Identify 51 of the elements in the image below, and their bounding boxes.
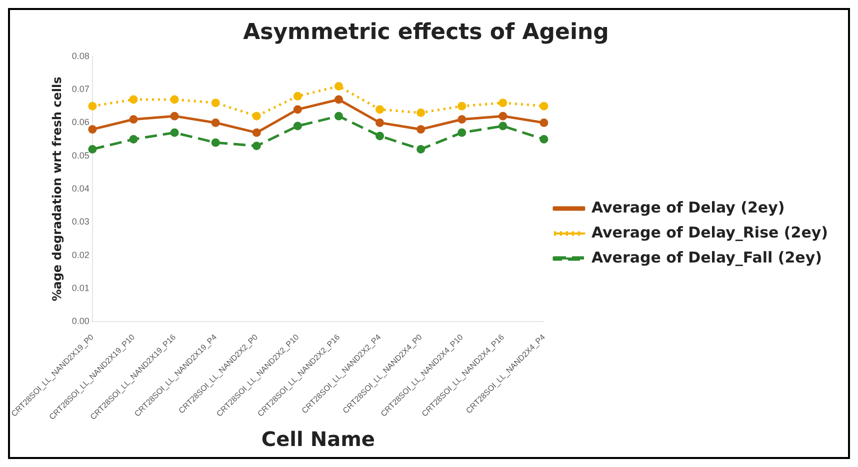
point: [416, 144, 426, 154]
point: [334, 95, 343, 104]
point: [416, 125, 426, 134]
y-tick-label: 0.06: [72, 117, 90, 128]
point: [293, 92, 302, 100]
point: [88, 144, 97, 154]
y-axis-title: %age degradation wrt fresh cells: [50, 76, 64, 302]
point: [376, 132, 384, 140]
point: [540, 135, 548, 144]
point: [458, 128, 466, 137]
y-tick-label: 0.08: [72, 50, 90, 61]
point: [252, 112, 261, 120]
point: [211, 118, 220, 127]
legend-label: Average of Delay_Fall (2ey): [591, 248, 822, 266]
point: [498, 112, 508, 120]
point: [170, 95, 179, 104]
point: [88, 125, 97, 134]
point: [252, 128, 261, 137]
y-tick-label: 0.03: [72, 216, 90, 227]
y-tick-label: 0.07: [72, 84, 90, 94]
point: [334, 82, 343, 90]
point: [416, 108, 426, 118]
point: [129, 95, 138, 104]
point: [540, 102, 548, 110]
y-tick-label: 0.02: [72, 250, 90, 260]
point: [498, 122, 508, 130]
y-tick-label: 0.04: [72, 183, 90, 194]
point: [129, 135, 138, 144]
legend-label: Average of Delay (2ey): [591, 198, 785, 216]
point: [170, 128, 179, 137]
point: [293, 122, 302, 130]
x-axis-title: Cell Name: [261, 427, 375, 452]
point: [211, 98, 220, 108]
chart-title: Asymmetric effects of Ageing: [243, 20, 609, 45]
point: [540, 118, 548, 127]
point: [252, 142, 261, 150]
point: [334, 112, 343, 120]
y-tick-label: 0.01: [72, 282, 90, 293]
y-tick-label: 0.05: [72, 150, 90, 160]
point: [458, 102, 466, 110]
point: [129, 115, 138, 124]
point: [293, 105, 302, 114]
y-tick-label: 0.00: [72, 316, 90, 326]
point: [498, 98, 508, 108]
point: [211, 138, 220, 147]
legend-label: Average of Delay_Rise (2ey): [591, 223, 828, 242]
point: [458, 115, 466, 124]
point: [88, 102, 97, 110]
point: [376, 118, 384, 127]
point: [170, 112, 179, 120]
point: [376, 105, 384, 114]
